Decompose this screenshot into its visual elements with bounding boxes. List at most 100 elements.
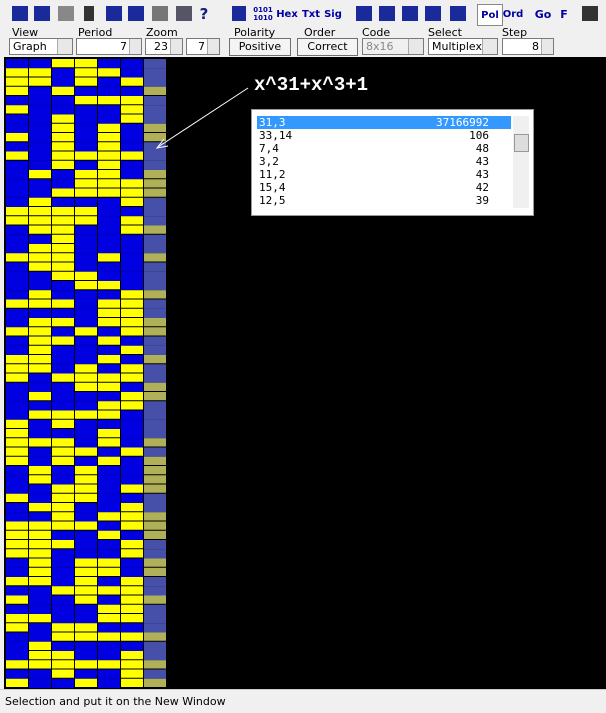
print-button[interactable]: [152, 6, 168, 21]
bit-cell: [6, 105, 28, 114]
bit-cell: [98, 614, 120, 623]
view4-button[interactable]: [425, 6, 441, 21]
copy-button[interactable]: [106, 6, 122, 21]
bit-cell: [75, 355, 97, 365]
button-label: 1010: [253, 14, 273, 22]
bit-cell: [121, 225, 143, 234]
list-row[interactable]: 33,14 106: [257, 129, 511, 142]
bit-cell: [144, 604, 166, 614]
period-spinner[interactable]: 7: [76, 38, 142, 55]
bit-cell: [98, 577, 120, 587]
bit-cell: [75, 244, 97, 254]
step-spinner[interactable]: 8: [502, 38, 554, 55]
bit-cell: [121, 86, 143, 96]
bit-cell: [75, 336, 97, 346]
pol-button[interactable]: Pol: [477, 4, 503, 26]
bit-cell: [121, 308, 143, 317]
bit-cell: [75, 438, 97, 448]
order-button[interactable]: Correct: [297, 38, 358, 56]
bit-cell: [121, 558, 143, 568]
bit-cell: [29, 179, 51, 189]
list-row[interactable]: 31,3 37166992: [257, 116, 511, 129]
bit-cell: [144, 512, 166, 521]
bit-cell: [144, 86, 166, 95]
save-button[interactable]: [58, 6, 74, 21]
bit-cell: [6, 410, 28, 420]
bit-cell: [98, 382, 120, 391]
list-row[interactable]: 12,5 39: [257, 194, 511, 207]
bit-cell: [29, 447, 51, 457]
bit-cell: [6, 160, 28, 170]
bit-cell: [75, 540, 97, 550]
bit-cell: [75, 651, 97, 661]
select-dropdown[interactable]: Multiplex: [428, 38, 498, 55]
help-button[interactable]: ?: [199, 5, 209, 23]
bit-cell: [121, 77, 143, 86]
paste-button[interactable]: [128, 6, 144, 21]
spinner-arrows: [129, 39, 141, 54]
bit-cell: [144, 364, 166, 374]
bit-cell: [52, 355, 74, 365]
hex-button[interactable]: Hex: [276, 8, 298, 20]
sig-button[interactable]: Sig: [324, 8, 342, 20]
view3-button[interactable]: [402, 6, 418, 21]
ord-button[interactable]: Ord: [502, 8, 524, 20]
bit-cell: [75, 86, 97, 96]
bit-cell: [52, 281, 74, 291]
scrollbar[interactable]: [513, 116, 529, 208]
zoom-spinner[interactable]: 23: [145, 38, 183, 55]
bit-cell: [6, 669, 28, 679]
bit-cell: [52, 308, 74, 318]
bit-cell: [6, 86, 28, 95]
bit-cell: [29, 558, 51, 567]
bit-cell: [98, 512, 120, 521]
bit-cell: [144, 503, 166, 513]
result-listbox[interactable]: 31,3 37166992 33,14 106 7,4 48 3,2 43 11,2 43 15,4…: [251, 109, 534, 216]
bit-cell: [52, 410, 74, 419]
columns-button[interactable]: [232, 6, 246, 21]
row-count: 43: [475, 168, 489, 181]
list-row[interactable]: 11,2 43: [257, 168, 511, 181]
binary-button[interactable]: 0101 1010: [252, 4, 274, 24]
view2-button[interactable]: [379, 6, 395, 21]
arrow-line: [157, 87, 249, 148]
open-button[interactable]: [12, 6, 28, 21]
row-taps: 11,2: [259, 168, 286, 181]
list-row[interactable]: 3,2 43: [257, 155, 511, 168]
bit-cell: [52, 142, 74, 151]
bit-cell: [144, 170, 166, 179]
code-dropdown[interactable]: 8x16: [362, 38, 424, 55]
bit-cell: [6, 77, 28, 86]
view-dropdown[interactable]: Graph: [9, 38, 73, 55]
cut-button[interactable]: [84, 6, 94, 21]
txt-button[interactable]: Txt: [301, 8, 321, 20]
bit-cell: [75, 586, 97, 595]
polarity-button[interactable]: Positive: [229, 38, 291, 56]
go-button[interactable]: Go: [534, 7, 552, 21]
bit-cell: [6, 299, 28, 308]
bit-cell: [121, 410, 143, 420]
find-button[interactable]: [582, 6, 598, 21]
bit-cell: [6, 59, 28, 69]
zoom2-spinner[interactable]: 7: [186, 38, 220, 55]
bit-cell: [144, 355, 166, 364]
bit-cell: [75, 96, 97, 105]
f-button[interactable]: F: [560, 7, 568, 21]
bit-cell: [29, 308, 51, 318]
list-row[interactable]: 15,4 42: [257, 181, 511, 194]
bit-cell: [52, 77, 74, 87]
image-button[interactable]: [176, 6, 192, 21]
bit-cell: [98, 419, 120, 429]
bit-cell: [144, 244, 166, 254]
bit-cell: [98, 364, 120, 374]
list-row[interactable]: 7,4 48: [257, 142, 511, 155]
view1-button[interactable]: [356, 6, 372, 21]
bit-cell: [6, 614, 28, 623]
bit-cell: [52, 133, 74, 142]
bit-cell: [29, 410, 51, 419]
save-as-button[interactable]: [34, 6, 50, 21]
view5-button[interactable]: [450, 6, 466, 21]
bit-cell: [144, 336, 166, 346]
bit-cell: [6, 96, 28, 106]
bit-cell: [144, 456, 166, 465]
